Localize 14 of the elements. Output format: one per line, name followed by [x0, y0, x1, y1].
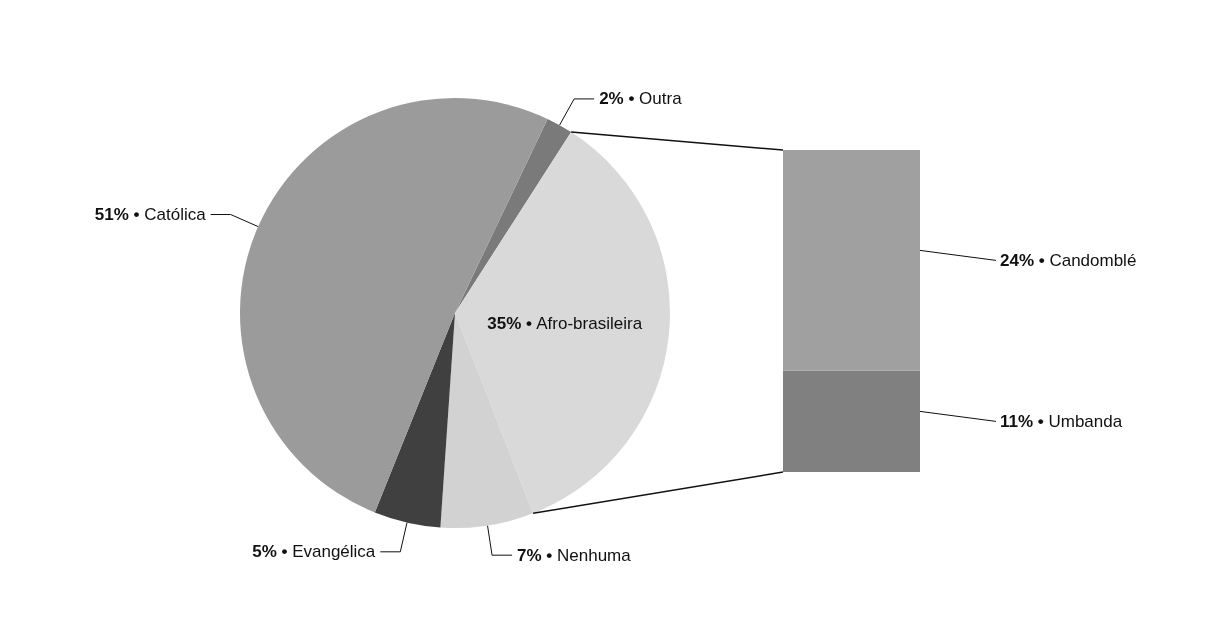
slice-label: Evangélica: [287, 542, 376, 562]
data-label: 51% •: [94, 205, 140, 225]
slice-label: Nenhuma: [552, 545, 632, 565]
slice-label: Católica: [139, 205, 207, 225]
text: Candomblé: [1044, 250, 1137, 270]
data-label: 11% •: [1000, 411, 1044, 431]
data-label: 35% •: [487, 314, 533, 334]
data-label: 24% •: [1000, 250, 1045, 270]
data-label: 2% •: [599, 89, 635, 109]
text: Umbanda: [1043, 411, 1123, 431]
data-label: 7% •: [517, 545, 553, 565]
data-label: 5% •: [252, 542, 288, 562]
slice-label: Afro-brasileira: [532, 314, 643, 334]
slice-label: Outra: [634, 89, 683, 109]
